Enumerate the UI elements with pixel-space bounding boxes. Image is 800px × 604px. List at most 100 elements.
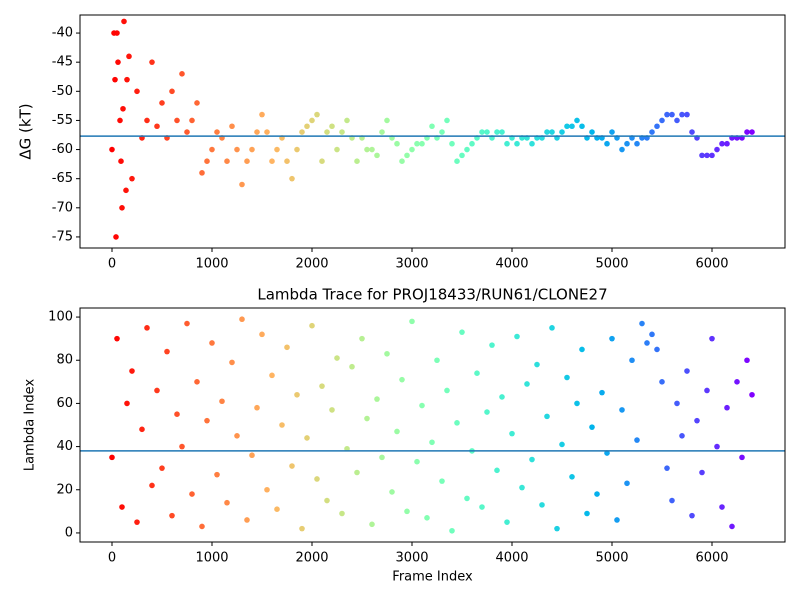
data-point xyxy=(154,123,160,130)
data-point xyxy=(334,146,340,153)
data-point xyxy=(559,129,565,135)
x-tick-label: 1000 xyxy=(195,257,228,272)
data-point xyxy=(319,383,325,389)
data-point xyxy=(354,158,360,165)
data-point xyxy=(389,489,395,495)
data-point xyxy=(529,140,535,147)
data-point xyxy=(314,111,320,118)
data-point xyxy=(679,111,685,118)
data-point xyxy=(219,398,225,405)
data-point xyxy=(139,426,145,433)
data-point xyxy=(549,325,555,331)
data-point xyxy=(574,117,580,124)
data-point xyxy=(254,129,260,135)
x-tick-label: 2000 xyxy=(295,551,328,566)
data-point xyxy=(749,391,755,398)
data-point xyxy=(209,340,215,346)
data-point xyxy=(349,363,355,370)
data-point xyxy=(444,117,450,124)
data-point xyxy=(124,76,130,83)
data-point xyxy=(474,370,480,376)
data-point xyxy=(374,396,380,402)
data-point xyxy=(489,342,495,348)
data-point xyxy=(559,441,565,448)
data-point xyxy=(309,322,315,329)
data-point xyxy=(654,123,660,130)
x-tick-label: 4000 xyxy=(495,257,528,272)
data-point xyxy=(324,497,330,504)
data-point xyxy=(299,129,305,135)
data-point xyxy=(439,129,445,135)
data-point xyxy=(134,88,140,95)
data-point xyxy=(204,158,210,165)
y-tick-label: -70 xyxy=(52,200,73,215)
x-tick-label: 1000 xyxy=(195,551,228,566)
data-point xyxy=(579,346,585,353)
data-point xyxy=(269,372,275,379)
y-tick-label: -50 xyxy=(52,84,73,99)
data-point xyxy=(694,417,700,424)
data-point xyxy=(614,517,620,523)
data-point xyxy=(194,379,200,385)
data-point xyxy=(494,129,500,135)
data-point xyxy=(644,340,650,346)
data-point xyxy=(304,435,310,441)
data-point xyxy=(244,517,250,523)
x-tick-label: 3000 xyxy=(395,257,428,272)
x-tick-label: 6000 xyxy=(695,551,728,566)
data-point xyxy=(274,506,280,512)
data-point xyxy=(459,152,465,159)
data-point xyxy=(704,387,710,394)
data-point xyxy=(113,234,119,240)
data-point xyxy=(154,387,160,394)
x-tick-label: 3000 xyxy=(395,551,428,566)
data-point xyxy=(519,484,525,491)
data-point xyxy=(239,181,245,188)
data-point xyxy=(309,117,315,124)
data-point xyxy=(194,100,200,106)
data-point xyxy=(659,117,665,124)
data-point xyxy=(264,129,270,135)
data-point xyxy=(204,417,210,424)
data-point xyxy=(414,458,420,465)
data-point xyxy=(249,146,255,153)
data-point xyxy=(729,523,735,530)
data-point xyxy=(329,123,335,130)
data-point xyxy=(444,387,450,394)
data-point xyxy=(123,187,129,194)
data-point xyxy=(569,474,575,480)
data-point xyxy=(749,129,755,135)
data-point xyxy=(684,111,690,118)
data-point xyxy=(294,146,300,153)
data-point xyxy=(609,335,615,342)
data-point xyxy=(424,515,430,521)
data-point xyxy=(719,140,725,147)
data-point xyxy=(354,469,360,476)
data-point xyxy=(744,357,750,364)
data-point xyxy=(689,512,695,519)
data-point xyxy=(544,413,550,420)
x-tick-label: 2000 xyxy=(295,257,328,272)
data-point xyxy=(379,454,385,461)
data-point xyxy=(224,499,230,506)
data-point xyxy=(744,129,750,135)
data-point xyxy=(324,129,330,135)
data-point xyxy=(449,527,455,534)
y-axis-label: ΔG (kT) xyxy=(17,103,35,159)
data-point xyxy=(279,422,285,428)
data-point xyxy=(294,391,300,398)
data-point xyxy=(179,443,185,450)
data-point xyxy=(499,129,505,135)
data-point xyxy=(414,140,420,147)
data-point xyxy=(564,374,570,381)
data-point xyxy=(369,521,375,528)
data-point xyxy=(654,346,660,353)
data-point xyxy=(159,100,165,106)
data-point xyxy=(484,409,490,415)
data-point xyxy=(429,439,435,446)
data-point xyxy=(259,331,265,338)
data-point xyxy=(374,152,380,159)
data-point xyxy=(344,117,350,124)
y-tick-label: -75 xyxy=(52,229,73,244)
